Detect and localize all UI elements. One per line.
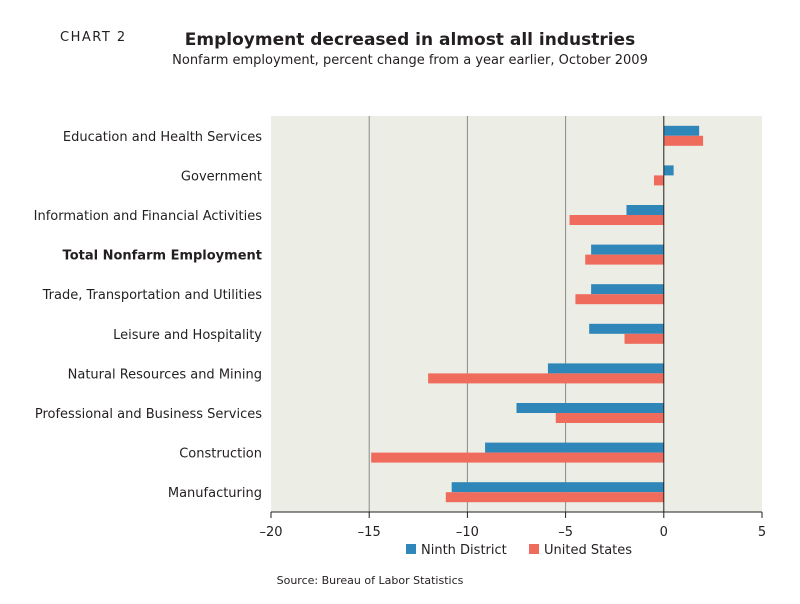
x-tick-label: –20 <box>259 525 282 540</box>
bar-united-states <box>653 175 664 186</box>
bar-united-states <box>445 492 664 503</box>
chart-title: Employment decreased in almost all indus… <box>184 30 636 50</box>
x-tick-label: –5 <box>558 525 573 540</box>
bar-united-states <box>585 254 664 265</box>
bar-united-states <box>624 333 664 344</box>
legend-label-ninth-district: Ninth District <box>421 543 507 558</box>
x-tick-label: –15 <box>358 525 381 540</box>
category-label: Information and Financial Activities <box>34 209 263 224</box>
category-label: Leisure and Hospitality <box>113 328 262 343</box>
category-label: Natural Resources and Mining <box>68 367 262 382</box>
chart-number-label: Chart 2 <box>60 30 127 45</box>
category-label: Government <box>181 169 262 184</box>
category-label: Trade, Transportation and Utilities <box>42 288 263 303</box>
category-label: Professional and Business Services <box>35 407 262 422</box>
bar-ninth-district <box>516 403 664 413</box>
bar-ninth-district <box>591 284 664 295</box>
bar-ninth-district <box>591 244 664 255</box>
bar-ninth-district <box>451 482 664 493</box>
source-note: Source: Bureau of Labor Statistics <box>276 574 464 587</box>
legend-label-united-states: United States <box>544 543 632 558</box>
x-tick-label: 0 <box>660 525 668 540</box>
bar-united-states <box>371 452 664 463</box>
bar-united-states <box>428 373 664 384</box>
category-label: Construction <box>179 447 262 462</box>
legend-swatch-united-states <box>529 544 539 554</box>
bar-ninth-district <box>626 205 664 215</box>
bar-united-states <box>555 413 664 423</box>
category-label: Education and Health Services <box>63 130 262 145</box>
bar-united-states <box>569 215 664 225</box>
bar-united-states <box>663 135 704 146</box>
bar-ninth-district <box>485 442 664 453</box>
category-label: Manufacturing <box>168 486 262 501</box>
chart-subtitle: Nonfarm employment, percent change from … <box>172 53 648 68</box>
bar-ninth-district <box>663 125 700 136</box>
legend-swatch-ninth-district <box>406 544 416 554</box>
bar-ninth-district <box>589 323 664 334</box>
category-label: Total Nonfarm Employment <box>63 249 262 264</box>
bar-united-states <box>575 294 664 305</box>
x-tick-label: –10 <box>456 525 479 540</box>
bar-ninth-district <box>663 165 674 176</box>
bar-ninth-district <box>547 363 664 374</box>
x-tick-label: 5 <box>758 525 766 540</box>
